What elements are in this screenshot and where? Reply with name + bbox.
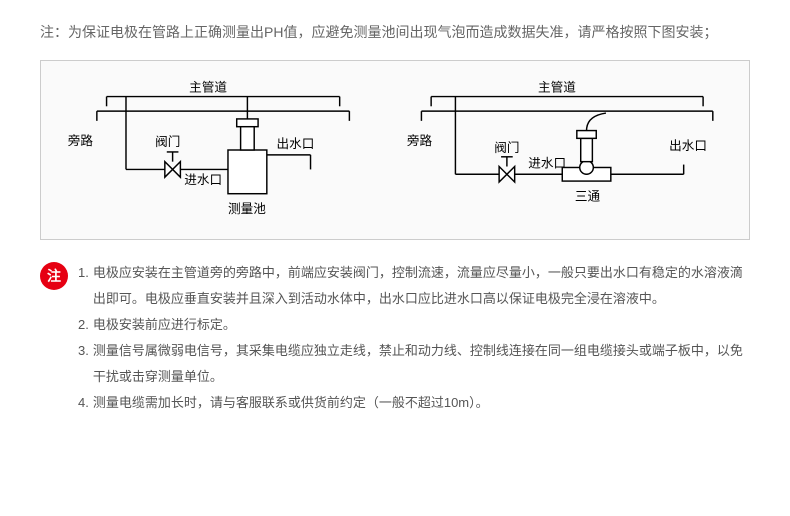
label-bypass-2: 旁路	[407, 133, 433, 148]
list-item: 3. 测量信号属微弱电信号，其采集电缆应独立走线，禁止和动力线、控制线连接在同一…	[78, 338, 750, 390]
label-main-pipe-2: 主管道	[538, 81, 576, 95]
note-text: 测量信号属微弱电信号，其采集电缆应独立走线，禁止和动力线、控制线连接在同一组电缆…	[93, 338, 750, 390]
note-text: 测量电缆需加长时，请与客服联系或供货前约定（一般不超过10m）。	[93, 390, 750, 416]
label-pool-1: 测量池	[228, 202, 266, 216]
note-text: 电极应安装在主管道旁的旁路中，前端应安装阀门，控制流速，流量应尽量小，一般只要出…	[93, 260, 750, 312]
label-tee-2: 三通	[575, 190, 601, 204]
note-text: 电极安装前应进行标定。	[93, 312, 750, 338]
note-number: 2.	[78, 312, 89, 338]
note-number: 4.	[78, 390, 89, 416]
intro-note: 注：为保证电极在管路上正确测量出PH值，应避免测量池间出现气泡而造成数据失准，请…	[40, 20, 750, 45]
label-valve-2: 阀门	[494, 141, 519, 155]
note-number: 1.	[78, 260, 89, 312]
diagram-right: 主管道 旁路 阀门 进水口 三通	[402, 70, 732, 230]
note-number: 3.	[78, 338, 89, 390]
list-item: 2. 电极安装前应进行标定。	[78, 312, 750, 338]
diagram-container: 主管道 旁路 阀门 进水口 测量池 出水口	[40, 60, 750, 240]
notes-list: 1. 电极应安装在主管道旁的旁路中，前端应安装阀门，控制流速，流量应尽量小，一般…	[78, 260, 750, 416]
list-item: 4. 测量电缆需加长时，请与客服联系或供货前约定（一般不超过10m）。	[78, 390, 750, 416]
diagram-left: 主管道 旁路 阀门 进水口 测量池 出水口	[58, 70, 388, 230]
label-inlet-2: 进水口	[528, 157, 566, 171]
label-outlet-1: 出水口	[276, 137, 314, 151]
notes-section: 注 1. 电极应安装在主管道旁的旁路中，前端应安装阀门，控制流速，流量应尽量小，…	[40, 260, 750, 416]
note-badge: 注	[40, 262, 68, 290]
label-outlet-2: 出水口	[669, 139, 707, 153]
list-item: 1. 电极应安装在主管道旁的旁路中，前端应安装阀门，控制流速，流量应尽量小，一般…	[78, 260, 750, 312]
label-main-pipe-1: 主管道	[189, 81, 227, 95]
label-valve-1: 阀门	[155, 135, 180, 149]
label-inlet-1: 进水口	[184, 173, 222, 187]
label-bypass-1: 旁路	[68, 133, 94, 148]
